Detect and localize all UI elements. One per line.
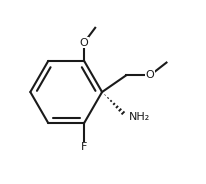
Text: O: O (80, 38, 89, 47)
Text: NH₂: NH₂ (129, 112, 150, 122)
Text: O: O (146, 70, 154, 80)
Text: F: F (81, 142, 87, 152)
